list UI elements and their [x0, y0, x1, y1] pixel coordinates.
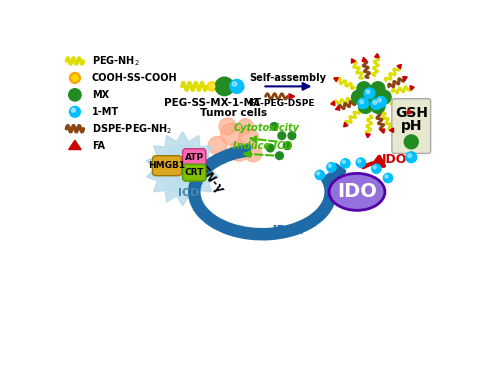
Circle shape — [158, 144, 208, 193]
Polygon shape — [330, 101, 335, 106]
Text: pH: pH — [400, 119, 422, 134]
Circle shape — [266, 144, 274, 152]
Circle shape — [340, 159, 350, 168]
Text: PEG-SS-MX-1-MT: PEG-SS-MX-1-MT — [164, 98, 262, 108]
Circle shape — [244, 145, 262, 162]
Polygon shape — [380, 129, 385, 133]
Circle shape — [358, 99, 372, 113]
FancyBboxPatch shape — [182, 149, 206, 166]
Circle shape — [215, 77, 234, 96]
Polygon shape — [366, 134, 370, 138]
FancyBboxPatch shape — [392, 99, 430, 153]
Text: HMGB1: HMGB1 — [148, 161, 186, 170]
Text: IDO↓: IDO↓ — [382, 153, 418, 166]
Text: ATP: ATP — [184, 153, 204, 162]
Text: IFN-γ: IFN-γ — [194, 160, 226, 196]
Polygon shape — [390, 128, 394, 132]
Circle shape — [229, 141, 250, 161]
Polygon shape — [68, 140, 81, 149]
Circle shape — [374, 166, 376, 169]
Circle shape — [208, 137, 227, 155]
Text: ICD: ICD — [178, 188, 200, 199]
Circle shape — [72, 75, 78, 81]
Circle shape — [408, 154, 412, 157]
Circle shape — [372, 164, 381, 173]
Circle shape — [377, 90, 391, 104]
Text: PEG-NH$_2$: PEG-NH$_2$ — [92, 54, 140, 68]
Circle shape — [364, 88, 375, 99]
Circle shape — [210, 84, 215, 89]
Polygon shape — [397, 65, 402, 69]
FancyBboxPatch shape — [182, 164, 206, 181]
Text: Self-assembly: Self-assembly — [250, 73, 326, 83]
Circle shape — [360, 100, 364, 104]
Circle shape — [232, 82, 237, 86]
Polygon shape — [344, 123, 348, 127]
Circle shape — [219, 118, 236, 135]
Circle shape — [270, 123, 278, 130]
Text: IDO↑: IDO↑ — [272, 224, 308, 237]
Text: FA-PEG-DSPE: FA-PEG-DSPE — [248, 99, 314, 108]
Circle shape — [384, 173, 392, 183]
Circle shape — [328, 164, 332, 167]
Polygon shape — [334, 77, 338, 82]
Text: MX: MX — [92, 90, 109, 100]
Circle shape — [366, 90, 380, 104]
Circle shape — [278, 132, 285, 139]
Circle shape — [288, 132, 296, 139]
Circle shape — [70, 106, 80, 117]
Circle shape — [358, 160, 361, 163]
Polygon shape — [336, 106, 340, 110]
Text: COOH-SS-COOH: COOH-SS-COOH — [92, 73, 178, 83]
Polygon shape — [407, 109, 412, 114]
Circle shape — [373, 101, 377, 105]
Circle shape — [284, 142, 291, 149]
Circle shape — [357, 82, 371, 96]
Ellipse shape — [329, 173, 385, 210]
Circle shape — [366, 90, 370, 94]
Polygon shape — [402, 77, 407, 81]
Text: Induce ICD: Induce ICD — [233, 141, 292, 151]
Circle shape — [356, 158, 366, 167]
FancyBboxPatch shape — [152, 156, 182, 176]
Circle shape — [358, 98, 368, 109]
Polygon shape — [146, 132, 219, 206]
Text: IDO: IDO — [337, 182, 377, 201]
Circle shape — [230, 80, 244, 93]
Circle shape — [376, 97, 386, 107]
Circle shape — [276, 152, 283, 160]
Text: Cytotoxicity: Cytotoxicity — [234, 123, 300, 133]
Circle shape — [352, 90, 366, 104]
Polygon shape — [410, 86, 414, 90]
Circle shape — [315, 170, 324, 179]
Circle shape — [371, 99, 382, 109]
Circle shape — [385, 175, 388, 178]
Circle shape — [342, 160, 345, 163]
Text: CRT: CRT — [184, 168, 204, 177]
Text: Tumor cells: Tumor cells — [200, 108, 268, 117]
Circle shape — [238, 119, 253, 134]
Circle shape — [378, 98, 382, 102]
Circle shape — [220, 123, 242, 145]
Polygon shape — [362, 57, 366, 62]
Circle shape — [316, 172, 320, 175]
Text: DSPE-PEG-NH$_2$: DSPE-PEG-NH$_2$ — [92, 122, 172, 136]
Circle shape — [371, 82, 385, 96]
Circle shape — [406, 152, 416, 163]
Circle shape — [72, 108, 76, 112]
Circle shape — [404, 135, 418, 149]
Circle shape — [238, 128, 258, 148]
Text: GSH: GSH — [395, 106, 428, 120]
Circle shape — [68, 89, 81, 101]
Polygon shape — [352, 59, 356, 63]
Text: 1-MT: 1-MT — [92, 107, 119, 117]
Polygon shape — [374, 54, 379, 58]
Circle shape — [208, 82, 216, 91]
Circle shape — [371, 99, 385, 113]
Circle shape — [327, 163, 336, 172]
Circle shape — [70, 73, 80, 83]
Text: FA: FA — [92, 141, 105, 151]
